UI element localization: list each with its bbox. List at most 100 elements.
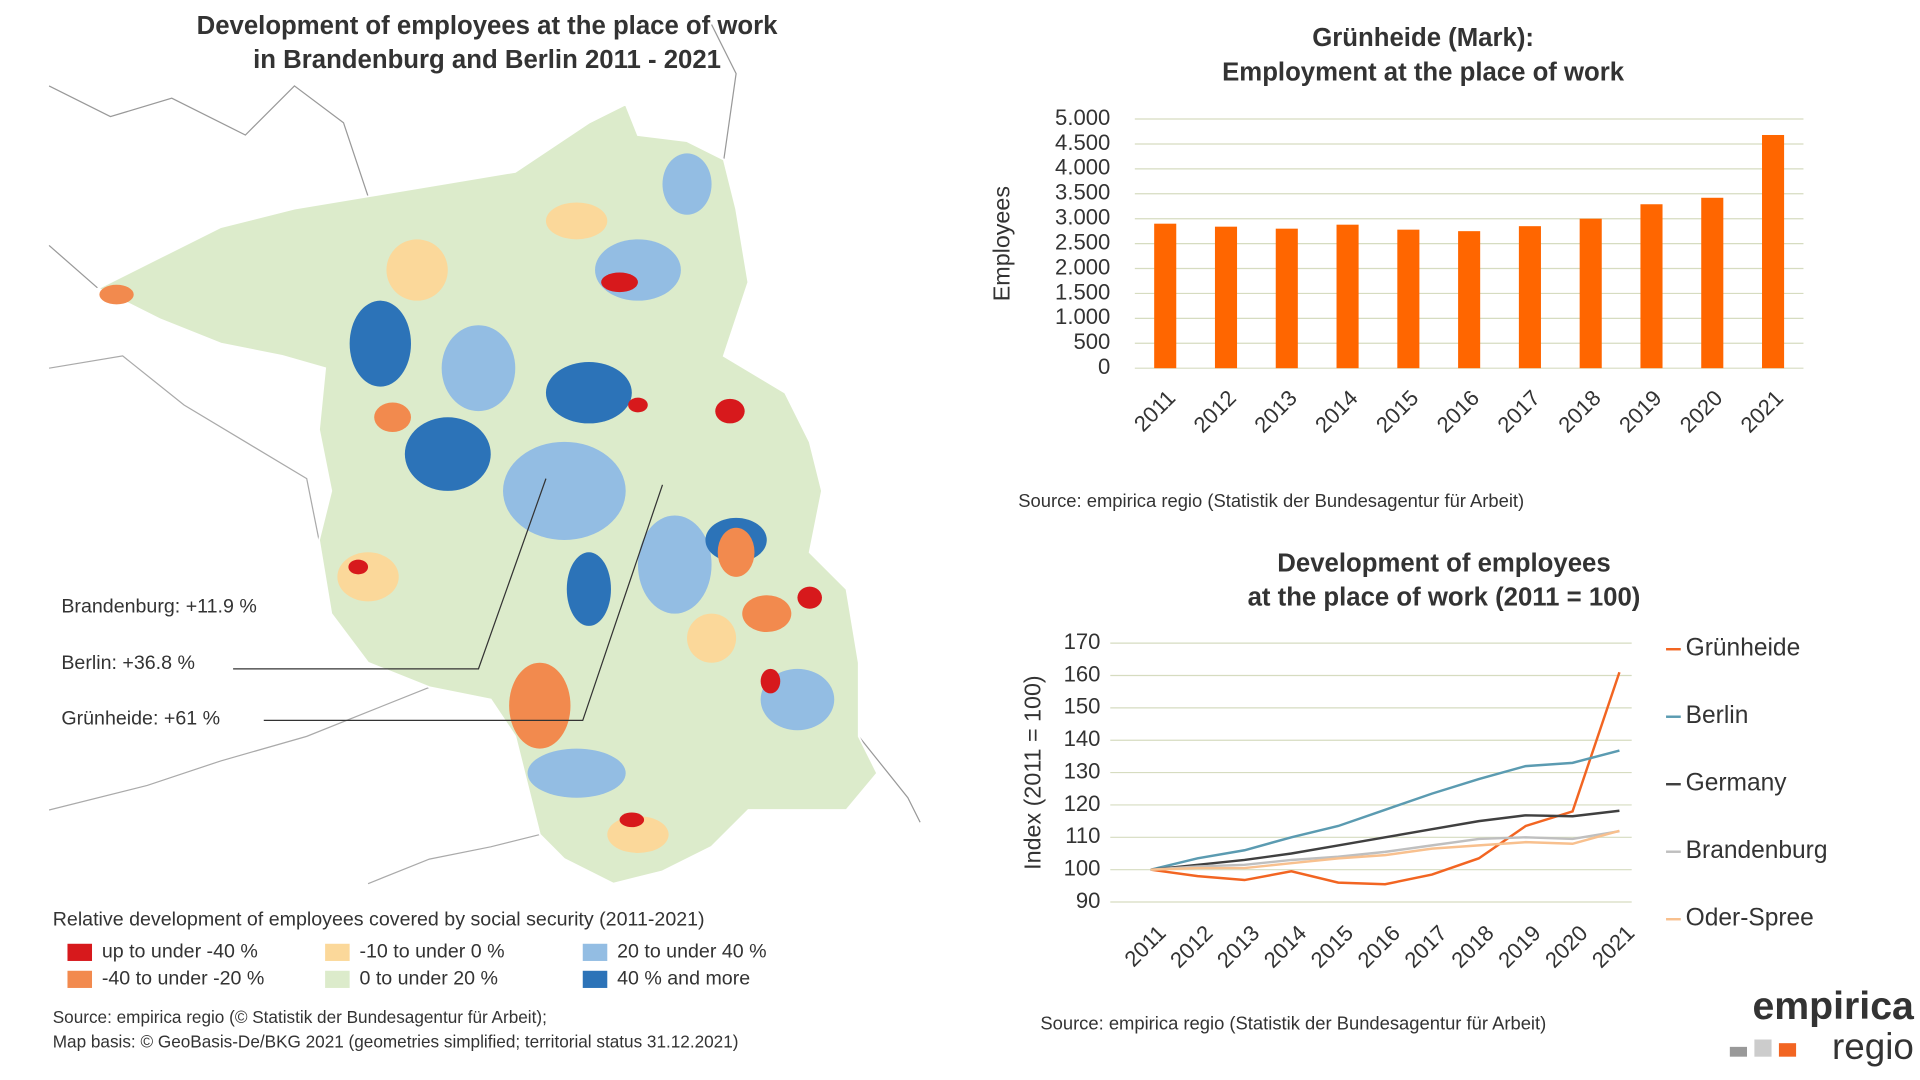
bar	[1518, 226, 1541, 369]
region	[545, 362, 632, 424]
bar	[1397, 229, 1420, 369]
x-tick-label: 2013	[1249, 385, 1301, 437]
region	[797, 586, 822, 609]
legend-label: 20 to under 40 %	[617, 941, 766, 963]
region	[337, 552, 399, 602]
y-tick-label: 4.000	[1055, 155, 1110, 180]
x-tick-label: 2017	[1493, 385, 1545, 437]
border-line	[711, 24, 737, 160]
legend-label: Germany	[1686, 770, 1788, 797]
logo-square	[1754, 1039, 1772, 1057]
y-axis-label: Employees	[989, 186, 1015, 301]
y-tick-label: 500	[1073, 329, 1110, 354]
region	[628, 397, 648, 413]
region	[607, 816, 669, 853]
x-tick-label: 2014	[1310, 385, 1362, 437]
series-line	[1150, 749, 1620, 871]
legend-label: Berlin	[1686, 702, 1749, 729]
border-line	[48, 355, 320, 541]
region	[348, 559, 369, 575]
logo-name: empirica	[1752, 984, 1915, 1028]
bar	[1762, 134, 1785, 369]
chart-title: at the place of work (2011 = 100)	[1248, 584, 1641, 612]
x-tick-label: 2019	[1493, 920, 1545, 972]
map-title: in Brandenburg and Berlin 2011 - 2021	[253, 46, 721, 74]
logo-sub: regio	[1832, 1026, 1914, 1067]
region	[715, 398, 745, 424]
border-line	[48, 85, 369, 197]
region	[99, 284, 134, 305]
legend-label: -40 to under -20 %	[102, 968, 265, 990]
legend-title: Relative development of employees covere…	[53, 909, 705, 931]
legend-swatch	[582, 970, 608, 988]
region	[349, 300, 411, 387]
bar	[1701, 197, 1724, 369]
x-tick-label: 2013	[1212, 920, 1264, 972]
berlin-area	[503, 441, 626, 540]
y-tick-label: 1.500	[1055, 279, 1110, 304]
region	[545, 202, 608, 240]
legend-label: 0 to under 20 %	[359, 968, 498, 990]
y-axis-label: Index (2011 = 100)	[1019, 675, 1045, 870]
source: Source: empirica regio (© Statistik der …	[53, 1007, 547, 1027]
region	[404, 417, 491, 491]
x-tick-label: 2012	[1165, 920, 1217, 972]
region	[662, 153, 712, 215]
chart-title: Employment at the place of work	[1222, 58, 1625, 86]
y-tick-label: 0	[1098, 354, 1110, 379]
region	[760, 668, 781, 694]
bar	[1154, 223, 1177, 369]
legend-swatch	[67, 970, 93, 988]
bar	[1275, 228, 1298, 369]
annotation-line	[233, 478, 547, 670]
series-line	[1150, 829, 1620, 871]
legend-swatch	[325, 943, 350, 961]
y-tick-label: 140	[1064, 726, 1101, 751]
legend-swatch	[582, 943, 608, 961]
y-tick-label: 90	[1076, 888, 1101, 913]
border-line	[367, 833, 540, 885]
source: Source: empirica regio (Statistik der Bu…	[1040, 1013, 1546, 1034]
bar	[1579, 218, 1602, 369]
x-tick-label: 2011	[1119, 920, 1170, 971]
y-tick-label: 100	[1064, 856, 1101, 881]
y-tick-label: 2.500	[1055, 229, 1110, 254]
y-tick-label: 3.500	[1055, 180, 1110, 205]
map-title: Development of employees at the place of…	[197, 12, 779, 40]
region	[595, 239, 681, 301]
x-tick-label: 2015	[1371, 385, 1423, 437]
bar	[1336, 224, 1359, 369]
x-tick-label: 2021	[1587, 920, 1639, 972]
region	[619, 812, 645, 828]
border-line	[858, 735, 921, 823]
y-tick-label: 160	[1064, 661, 1101, 686]
x-tick-label: 2016	[1353, 920, 1405, 972]
bar	[1214, 226, 1238, 369]
x-tick-label: 2011	[1129, 385, 1180, 436]
region	[527, 748, 626, 798]
x-tick-label: 2015	[1306, 920, 1358, 972]
logo-square	[1778, 1043, 1797, 1057]
x-tick-label: 2016	[1432, 385, 1484, 437]
source: Source: empirica regio (Statistik der Bu…	[1018, 490, 1524, 511]
y-tick-label: 2.000	[1055, 254, 1110, 279]
source: Map basis: © GeoBasis-De/BKG 2021 (geome…	[53, 1032, 739, 1052]
annotation: Berlin: +36.8 %	[61, 652, 195, 674]
annotation: Brandenburg: +11.9 %	[61, 596, 256, 618]
x-tick-label: 2014	[1259, 920, 1311, 972]
legend-label: up to under -40 %	[102, 941, 258, 963]
map	[48, 24, 921, 885]
region	[509, 662, 571, 749]
series-line	[1150, 809, 1620, 871]
bar	[1458, 231, 1481, 369]
chart-title: Development of employees	[1277, 549, 1610, 577]
logo-square	[1729, 1046, 1748, 1057]
y-tick-label: 110	[1065, 823, 1100, 848]
region	[386, 239, 448, 301]
y-tick-label: 1.000	[1055, 304, 1110, 329]
annotation-line	[263, 484, 664, 722]
region	[601, 272, 638, 293]
y-tick-label: 5.000	[1055, 105, 1110, 130]
